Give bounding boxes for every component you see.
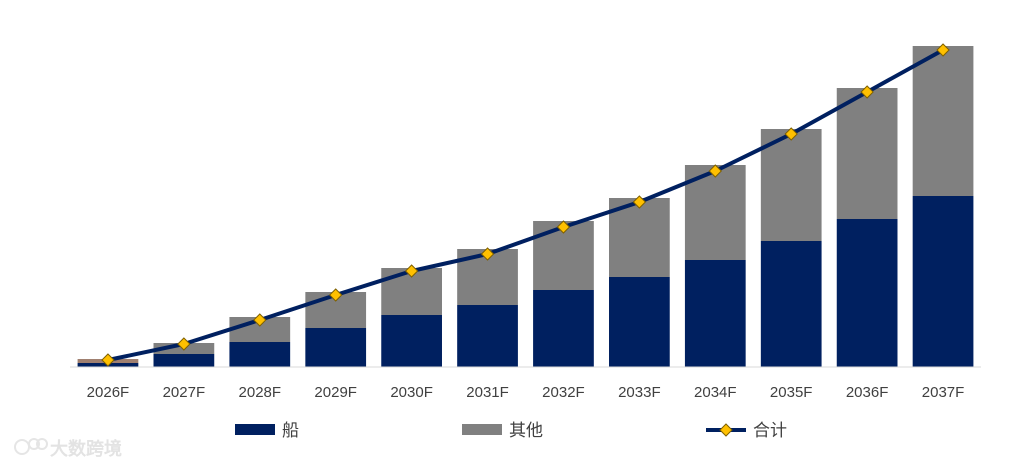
point-total-2032F	[556, 220, 571, 234]
x-tick-labels: 2026F 2027F 2028F 2029F 2030F 2031F 2032F 2033F…	[87, 384, 965, 401]
x-tick-2030F: 2030F	[390, 384, 433, 401]
point-total-2035F	[784, 127, 798, 141]
bar-ship-2030F	[381, 315, 442, 367]
line-total	[107, 48, 945, 362]
watermark-text: 大数跨境	[50, 438, 122, 460]
total-line-layer	[101, 43, 950, 367]
x-tick-2032F: 2032F	[542, 384, 585, 401]
x-tick-2031F: 2031F	[466, 384, 509, 401]
watermark: 大数跨境	[14, 438, 122, 460]
legend-label-other: 其他	[509, 421, 543, 441]
bar-other-2035F	[760, 129, 822, 241]
bar-ship-2034F	[684, 260, 746, 367]
legend-label-ship: 船	[282, 421, 299, 441]
bar-ship-2037F	[912, 196, 974, 367]
x-tick-2034F: 2034F	[694, 384, 737, 401]
legend-swatch-other	[462, 424, 502, 435]
bar-ship-2027F	[153, 354, 215, 367]
bar-ship-2028F	[229, 342, 291, 367]
bars-layer	[77, 46, 974, 367]
x-tick-2036F: 2036F	[846, 384, 889, 401]
bar-ship-2031F	[457, 305, 518, 367]
point-total-2036F	[860, 85, 874, 99]
point-total-2029F	[329, 288, 343, 302]
legend: 船 其他 合计	[235, 421, 787, 441]
bar-ship-2035F	[760, 241, 822, 367]
x-tick-2029F: 2029F	[314, 384, 357, 401]
bar-other-2033F	[609, 198, 670, 277]
x-tick-2028F: 2028F	[239, 384, 282, 401]
point-total-2027F	[177, 337, 191, 351]
point-total-2028F	[253, 313, 267, 327]
bar-ship-2029F	[305, 328, 367, 367]
x-tick-2027F: 2027F	[163, 384, 206, 401]
point-total-2034F	[708, 164, 722, 178]
legend-marker-total	[719, 423, 733, 437]
bar-ship-2032F	[533, 290, 594, 367]
bar-ship-2033F	[609, 277, 670, 367]
point-total-2026F	[101, 353, 115, 367]
bar-ship-2036F	[836, 219, 898, 367]
legend-label-total: 合计	[753, 421, 787, 441]
bar-other-2036F	[836, 88, 898, 219]
legend-swatch-ship	[235, 424, 275, 435]
point-total-2030F	[404, 264, 419, 278]
watermark-logo-icon	[14, 438, 48, 455]
x-tick-2037F: 2037F	[922, 384, 965, 401]
point-total-2037F	[936, 43, 950, 57]
bar-other-2037F	[912, 46, 974, 196]
point-total-2031F	[480, 247, 495, 261]
x-tick-2026F: 2026F	[87, 384, 130, 401]
x-tick-2033F: 2033F	[618, 384, 661, 401]
point-total-2033F	[632, 195, 647, 209]
x-tick-2035F: 2035F	[770, 384, 813, 401]
